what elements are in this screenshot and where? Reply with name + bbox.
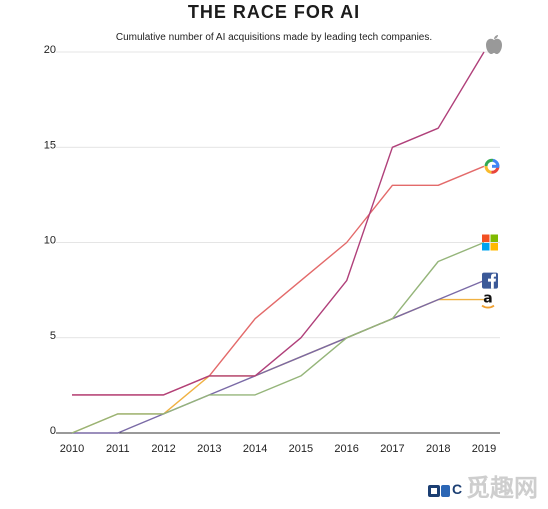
x-tick-label: 2016 xyxy=(334,443,358,455)
apple-icon xyxy=(486,35,502,54)
series-lines xyxy=(71,51,485,434)
microsoft-icon xyxy=(482,234,498,251)
chart-subtitle: Cumulative number of AI acquisitions mad… xyxy=(115,32,433,43)
x-tick-label: 2018 xyxy=(426,443,450,455)
x-tick-label: 2014 xyxy=(243,443,267,455)
x-tick-label: 2019 xyxy=(472,443,496,455)
x-tick-label: 2010 xyxy=(60,443,84,455)
x-tick-label: 2013 xyxy=(197,443,221,455)
y-tick-label: 5 xyxy=(50,330,56,342)
x-axis-ticks: 2010 2011 2012 2013 2014 2015 2016 2017 2018 2019 xyxy=(60,443,496,455)
watermark: 觅趣网 xyxy=(466,474,538,502)
y-tick-label: 10 xyxy=(44,235,56,247)
amazon-icon: a xyxy=(481,291,495,309)
series-line-microsoft xyxy=(71,241,485,434)
facebook-icon xyxy=(482,272,498,289)
x-tick-label: 2012 xyxy=(151,443,175,455)
x-tick-label: 2015 xyxy=(289,443,313,455)
chart-title: THE RACE FOR AI xyxy=(187,2,361,22)
x-tick-label: 2017 xyxy=(380,443,404,455)
svg-text:a: a xyxy=(483,291,492,307)
source-label: C xyxy=(452,481,463,497)
series-icons: a xyxy=(481,35,502,309)
google-icon xyxy=(484,158,500,174)
y-axis-ticks: 0 5 10 15 20 xyxy=(44,44,56,437)
source-logo xyxy=(428,485,450,497)
y-tick-label: 20 xyxy=(44,44,56,56)
gridlines xyxy=(56,51,500,434)
y-tick-label: 0 xyxy=(50,425,56,437)
y-tick-label: 15 xyxy=(44,139,56,151)
series-line-facebook xyxy=(72,279,485,434)
series-line-apple xyxy=(72,51,485,396)
x-tick-label: 2011 xyxy=(106,443,130,455)
